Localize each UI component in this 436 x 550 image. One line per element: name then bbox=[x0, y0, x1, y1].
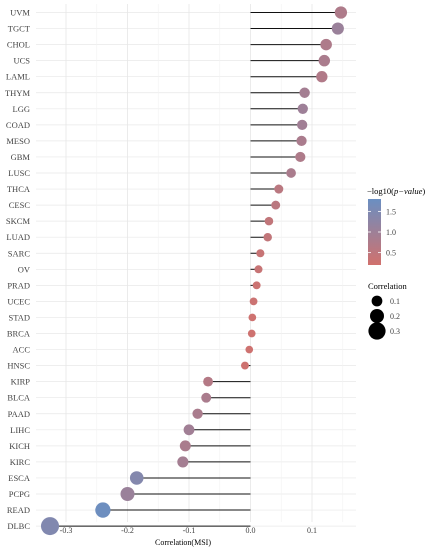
point-esca bbox=[129, 471, 144, 485]
size-legend-dot bbox=[370, 309, 384, 323]
point-ucs bbox=[318, 54, 331, 67]
points bbox=[40, 6, 348, 536]
color-legend-title: −log10(p−value) bbox=[367, 186, 425, 196]
category-label-ov: OV bbox=[18, 264, 31, 274]
category-label-stad: STAD bbox=[8, 312, 30, 322]
x-tick-labels: -0.3 -0.2 -0.1 0.0 0.1 bbox=[60, 526, 317, 535]
size-legend-dot bbox=[368, 322, 386, 340]
x-axis-title: Correlation(MSI) bbox=[155, 538, 211, 547]
category-label-brca: BRCA bbox=[7, 329, 31, 339]
point-thca bbox=[274, 184, 284, 194]
size-legend-label: 0.3 bbox=[390, 327, 400, 336]
x-tick-label: -0.2 bbox=[121, 526, 134, 535]
category-label-kich: KICH bbox=[9, 441, 30, 451]
category-label-thym: THYM bbox=[5, 88, 30, 98]
category-label-laml: LAML bbox=[6, 72, 30, 82]
category-label-uvm: UVM bbox=[10, 8, 30, 18]
color-bar bbox=[368, 199, 381, 265]
stems bbox=[50, 12, 341, 527]
category-label-meso: MESO bbox=[6, 136, 30, 146]
legend: −log10(p−value) 1.5 1.0 0.5 Correlation 0.… bbox=[367, 186, 425, 340]
point-kirp bbox=[203, 376, 213, 387]
point-tgct bbox=[331, 22, 344, 35]
point-sarc bbox=[256, 249, 265, 258]
color-legend-title-prefix: −log10( bbox=[367, 186, 394, 196]
point-uvm bbox=[334, 6, 348, 19]
point-cesc bbox=[271, 200, 281, 210]
point-acc bbox=[245, 345, 254, 354]
category-label-sarc: SARC bbox=[8, 248, 31, 258]
point-read bbox=[95, 502, 111, 518]
category-label-tgct: TGCT bbox=[8, 24, 31, 34]
color-bar-ticks: 1.5 1.0 0.5 bbox=[368, 207, 396, 258]
category-labels: UVM TGCT CHOL UCS LAML THYM LGG COAD MESO GBM LUSC… bbox=[5, 8, 31, 532]
category-label-luad: LUAD bbox=[6, 232, 30, 242]
color-bar-tick-label: 1.5 bbox=[386, 207, 396, 216]
category-label-ucec: UCEC bbox=[7, 296, 30, 306]
category-label-chol: CHOL bbox=[7, 40, 30, 50]
category-label-hnsc: HNSC bbox=[7, 361, 30, 371]
point-prad bbox=[252, 281, 261, 290]
point-hnsc bbox=[241, 361, 249, 370]
category-label-prad: PRAD bbox=[7, 280, 30, 290]
size-legend-items: 0.1 0.2 0.3 bbox=[368, 295, 400, 340]
size-legend-label: 0.1 bbox=[390, 297, 400, 306]
point-lusc bbox=[286, 168, 296, 178]
point-luad bbox=[263, 232, 272, 242]
category-label-gbm: GBM bbox=[11, 152, 31, 162]
x-tick-label: -0.1 bbox=[183, 526, 196, 535]
size-legend-title: Correlation bbox=[368, 281, 407, 291]
point-brca bbox=[247, 329, 256, 338]
point-lgg bbox=[297, 103, 308, 114]
category-label-read: READ bbox=[7, 505, 30, 515]
point-paad bbox=[192, 408, 203, 419]
size-legend-label: 0.2 bbox=[390, 312, 400, 321]
point-gbm bbox=[295, 151, 306, 163]
point-kirc bbox=[177, 456, 189, 468]
category-label-skcm: SKCM bbox=[6, 216, 31, 226]
point-ov bbox=[254, 265, 263, 274]
category-label-kirc: KIRC bbox=[10, 457, 31, 467]
color-legend-title-suffix: ) bbox=[422, 186, 425, 196]
category-label-cesc: CESC bbox=[9, 200, 31, 210]
category-label-thca: THCA bbox=[7, 184, 31, 194]
point-coad bbox=[297, 119, 308, 130]
grid-lines bbox=[36, 4, 356, 527]
point-kich bbox=[179, 440, 191, 452]
point-thym bbox=[299, 87, 310, 98]
category-label-ucs: UCS bbox=[13, 56, 30, 66]
point-chol bbox=[320, 38, 332, 51]
point-laml bbox=[316, 71, 328, 83]
category-label-kirp: KIRP bbox=[11, 377, 31, 387]
category-label-pcpg: PCPG bbox=[9, 489, 30, 499]
category-label-lgg: LGG bbox=[13, 104, 30, 114]
category-label-dlbc: DLBC bbox=[7, 521, 30, 531]
color-bar-tick-label: 0.5 bbox=[386, 249, 396, 258]
color-bar-tick-label: 1.0 bbox=[386, 228, 396, 237]
point-stad bbox=[248, 313, 257, 322]
point-lihc bbox=[183, 424, 195, 436]
category-label-esca: ESCA bbox=[8, 473, 31, 483]
color-legend-title-italic: p−value bbox=[393, 186, 423, 196]
point-meso bbox=[296, 135, 307, 147]
category-label-coad: COAD bbox=[6, 120, 30, 130]
point-ucec bbox=[249, 297, 258, 306]
point-skcm bbox=[264, 216, 274, 226]
category-label-blca: BLCA bbox=[7, 393, 31, 403]
category-label-lihc: LIHC bbox=[10, 425, 30, 435]
x-tick-label: 0.0 bbox=[246, 526, 256, 535]
x-tick-label: 0.1 bbox=[307, 526, 317, 535]
point-pcpg bbox=[120, 487, 135, 501]
x-tick-label: -0.3 bbox=[60, 526, 73, 535]
category-label-acc: ACC bbox=[13, 345, 31, 355]
point-blca bbox=[201, 392, 212, 403]
category-label-paad: PAAD bbox=[8, 409, 30, 419]
point-dlbc bbox=[40, 517, 60, 536]
category-label-lusc: LUSC bbox=[8, 168, 30, 178]
size-legend-dot bbox=[371, 295, 383, 307]
